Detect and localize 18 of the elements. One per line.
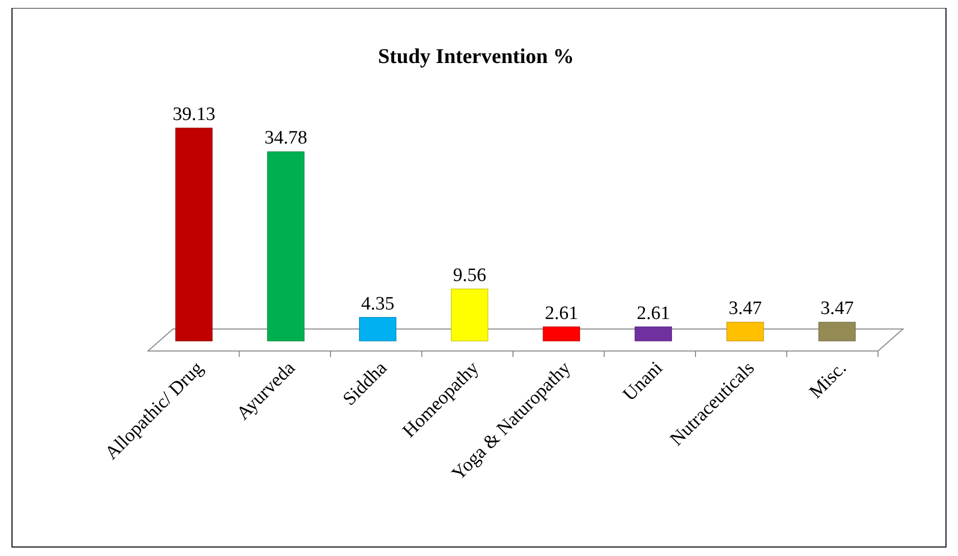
bar [726, 322, 764, 342]
bar [542, 326, 580, 342]
data-label: 34.78 [264, 128, 308, 149]
data-label: 9.56 [452, 264, 486, 286]
data-label: 3.47 [728, 298, 762, 320]
bar [450, 288, 488, 342]
bar [634, 326, 672, 342]
data-label: 4.35 [361, 293, 394, 314]
chart-title: Study Intervention % [378, 44, 574, 68]
bar [175, 128, 213, 342]
x-tick-label: Misc. [806, 358, 851, 403]
bar [267, 151, 304, 342]
data-label: 3.47 [820, 298, 854, 320]
data-label: 2.61 [636, 302, 670, 324]
data-label: 39.13 [172, 104, 216, 125]
data-label: 2.61 [544, 302, 578, 324]
bar [359, 317, 396, 342]
bar [818, 322, 856, 342]
